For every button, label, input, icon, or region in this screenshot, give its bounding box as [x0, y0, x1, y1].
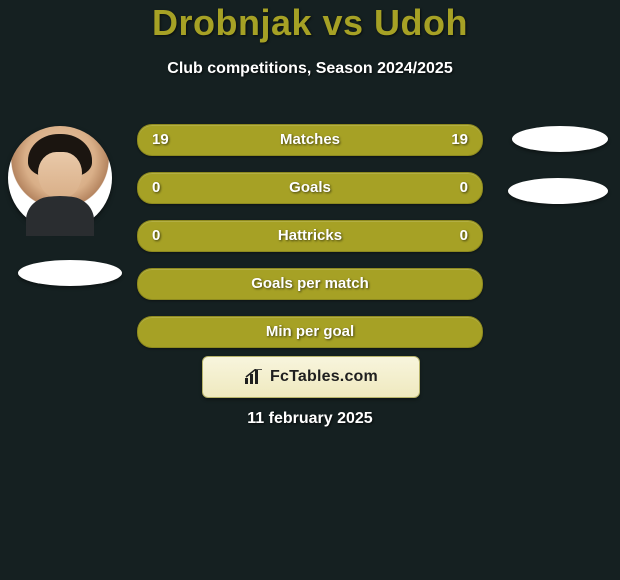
page-subtitle: Club competitions, Season 2024/2025 — [0, 60, 620, 78]
player-right-name-oval — [508, 178, 608, 204]
player-left-avatar — [8, 126, 112, 230]
comparison-card: Drobnjak vs Udoh Club competitions, Seas… — [0, 2, 620, 78]
stat-row-hattricks: 0 Hattricks 0 — [137, 220, 483, 252]
stat-label: Min per goal — [138, 317, 482, 347]
source-badge-text: FcTables.com — [270, 368, 378, 386]
page-title: Drobnjak vs Udoh — [0, 2, 620, 44]
player-right-avatar-oval — [512, 126, 608, 152]
report-date: 11 february 2025 — [0, 410, 620, 428]
stat-label: Goals per match — [138, 269, 482, 299]
stat-right-value: 19 — [451, 125, 468, 155]
stat-row-goals: 0 Goals 0 — [137, 172, 483, 204]
bar-chart-icon — [244, 369, 264, 385]
player-left-name-oval — [18, 260, 122, 286]
stat-right-value: 0 — [460, 173, 468, 203]
stat-row-goals-per-match: Goals per match — [137, 268, 483, 300]
stats-table: 19 Matches 19 0 Goals 0 0 Hattricks 0 Go… — [137, 124, 483, 364]
stat-label: Goals — [138, 173, 482, 203]
stat-row-matches: 19 Matches 19 — [137, 124, 483, 156]
stat-row-min-per-goal: Min per goal — [137, 316, 483, 348]
stat-label: Hattricks — [138, 221, 482, 251]
stat-label: Matches — [138, 125, 482, 155]
stat-right-value: 0 — [460, 221, 468, 251]
source-badge[interactable]: FcTables.com — [202, 356, 420, 398]
